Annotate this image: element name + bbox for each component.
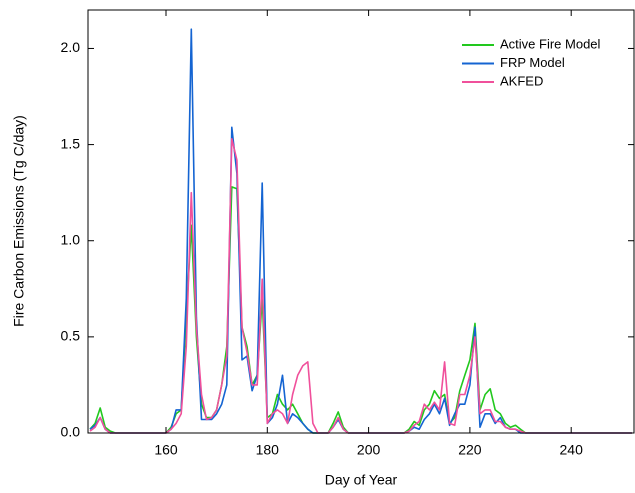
plot-frame — [87, 9, 635, 434]
data-line — [89, 28, 632, 434]
x-tick-label: 220 — [458, 442, 482, 458]
x-tick-label: 200 — [357, 442, 381, 458]
x-tick-label: 180 — [256, 442, 280, 458]
data-line — [89, 186, 632, 434]
data-line — [89, 138, 632, 434]
legend-label: Active Fire Model — [500, 36, 601, 51]
y-tick-label: 2.0 — [61, 39, 81, 55]
x-axis-label: Day of Year — [325, 472, 398, 488]
legend-label: AKFED — [500, 73, 543, 88]
y-tick-label: 1.5 — [61, 135, 81, 151]
x-tick-label: 240 — [560, 442, 584, 458]
y-tick-label: 0.0 — [61, 424, 81, 440]
y-tick-label: 1.0 — [61, 231, 81, 247]
y-axis-label: Fire Carbon Emissions (Tg C/day) — [11, 115, 27, 327]
legend-label: FRP Model — [500, 55, 565, 70]
x-tick-label: 160 — [154, 442, 178, 458]
y-tick-label: 0.5 — [61, 328, 81, 344]
